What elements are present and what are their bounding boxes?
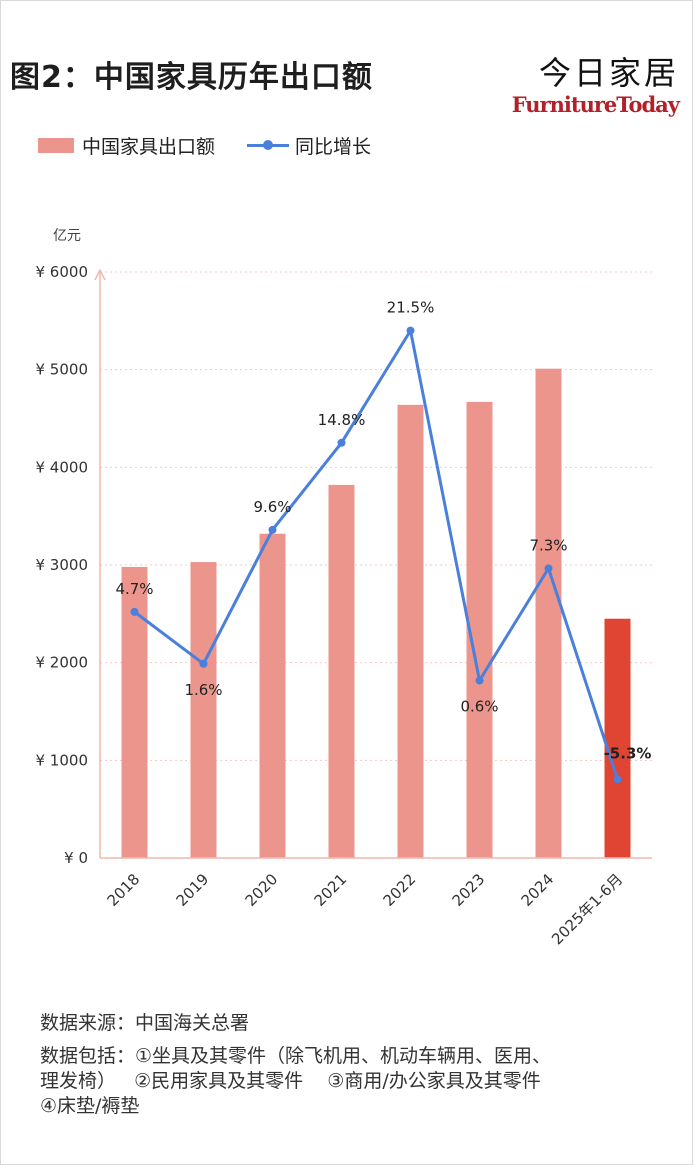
data-includes-line-3: ④床垫/褥垫 — [40, 1095, 140, 1117]
growth-label: 4.7% — [115, 580, 153, 598]
legend-bar-swatch — [38, 137, 74, 153]
y-tick-label: ¥ 0 — [64, 849, 88, 867]
growth-label: 7.3% — [529, 536, 567, 554]
growth-label: 1.6% — [184, 681, 222, 699]
page-title: 图2：中国家具历年出口额 — [10, 60, 373, 95]
growth-point — [130, 607, 139, 616]
x-tick-label: 2022 — [380, 870, 420, 910]
growth-point — [475, 676, 484, 685]
bar — [190, 562, 217, 858]
x-tick-label: 2025年1-6月 — [548, 870, 626, 948]
chart-legend: 中国家具出口额 同比增长 — [38, 132, 371, 158]
data-includes-line-2: 理发椅） ②民用家具及其零件 ③商用/办公家具及其零件 — [40, 1070, 541, 1092]
growth-label: 0.6% — [460, 698, 498, 716]
growth-point — [199, 659, 208, 668]
y-axis-arrow — [94, 268, 106, 281]
growth-line — [130, 326, 622, 784]
y-tick-label: ¥ 2000 — [36, 654, 89, 672]
growth-label: 14.8% — [318, 411, 366, 429]
legend-line-swatch — [247, 137, 290, 153]
legend-line-label: 同比增长 — [295, 135, 372, 158]
bar — [397, 404, 424, 858]
bar — [604, 618, 631, 858]
bar — [259, 533, 286, 858]
growth-labels: 4.7% 1.6% 9.6% 14.8% 21.5% 0.6% 7.3% -5.3% — [115, 299, 651, 763]
growth-point — [406, 326, 415, 335]
brand-logo-cn: 今日家居 — [538, 54, 679, 92]
growth-label: -5.3% — [604, 744, 652, 762]
x-tick-label: 2019 — [173, 870, 213, 910]
bar — [535, 368, 562, 858]
bars — [121, 368, 631, 858]
growth-point — [268, 525, 277, 534]
y-axis-ticks: ¥ 0 ¥ 1000 ¥ 2000 ¥ 3000 ¥ 4000 ¥ 5000 ¥ 6000 — [36, 263, 89, 867]
y-tick-label: ¥ 3000 — [36, 556, 89, 574]
growth-label: 9.6% — [253, 498, 291, 516]
data-includes: 数据包括：①坐具及其零件（除飞机用、机动车辆用、医用、 理发椅） ②民用家具及其… — [40, 1044, 660, 1119]
y-tick-label: ¥ 6000 — [36, 263, 89, 281]
x-tick-label: 2018 — [104, 870, 144, 910]
y-tick-label: ¥ 1000 — [36, 751, 89, 769]
growth-label: 21.5% — [387, 299, 435, 317]
x-tick-label: 2020 — [242, 870, 282, 910]
x-tick-label: 2023 — [449, 870, 489, 910]
growth-point — [613, 775, 622, 784]
y-tick-label: ¥ 5000 — [36, 361, 89, 379]
legend-bar-label: 中国家具出口额 — [82, 135, 216, 158]
growth-point — [337, 438, 346, 447]
axes — [94, 268, 652, 859]
y-tick-label: ¥ 4000 — [36, 458, 89, 476]
growth-point — [544, 564, 553, 573]
x-tick-label: 2021 — [311, 870, 351, 910]
x-tick-label: 2024 — [518, 870, 558, 910]
data-source: 数据来源：中国海关总署 — [40, 1012, 250, 1034]
brand-logo-en: FurnitureToday — [511, 92, 680, 117]
growth-line-path — [133, 329, 619, 780]
export-chart: 亿元 ¥ 0 ¥ 1000 ¥ 2000 ¥ 3000 ¥ 4000 ¥ 5000 ¥ 60… — [36, 228, 652, 948]
data-includes-line-1: 数据包括：①坐具及其零件（除飞机用、机动车辆用、医用、 — [40, 1045, 552, 1067]
y-axis-unit: 亿元 — [53, 228, 81, 244]
grid-lines — [100, 271, 652, 761]
bar — [328, 484, 355, 858]
